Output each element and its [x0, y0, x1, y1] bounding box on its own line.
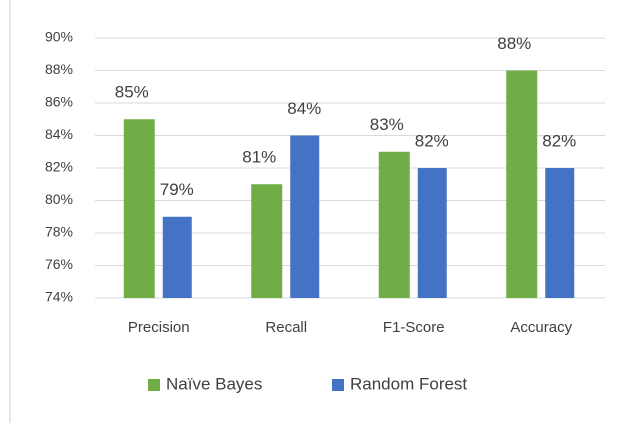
x-tick-label: F1-Score — [383, 319, 445, 336]
data-label: 81% — [242, 148, 276, 167]
y-tick-label: 82% — [45, 159, 73, 175]
data-label: 84% — [287, 99, 321, 118]
x-tick-label: Recall — [265, 319, 307, 336]
y-tick-label: 78% — [45, 224, 73, 240]
marks: Precision 85% 79% Recall 81% 84% F1-Score 83% 82… — [115, 34, 577, 336]
bar — [506, 70, 538, 298]
data-label: 85% — [115, 83, 149, 102]
legend-label: Naïve Bayes — [166, 374, 262, 393]
y-tick-label: 74% — [45, 289, 73, 305]
bar — [251, 184, 283, 298]
x-tick-label: Accuracy — [510, 319, 572, 336]
data-label: 82% — [542, 131, 576, 150]
legend-swatch — [148, 379, 160, 391]
y-tick-label: 84% — [45, 126, 73, 142]
legend-label: Random Forest — [350, 374, 467, 393]
bar — [290, 135, 320, 298]
data-label: 88% — [497, 34, 531, 53]
data-label: 83% — [370, 115, 404, 134]
y-tick-label: 90% — [45, 29, 73, 45]
bar — [123, 119, 155, 298]
bar — [378, 151, 410, 298]
bar — [417, 168, 447, 298]
y-tick-label: 88% — [45, 61, 73, 77]
bar — [162, 216, 192, 298]
data-label: 82% — [415, 131, 449, 150]
legend-swatch — [332, 379, 344, 391]
x-tick-label: Precision — [128, 319, 190, 336]
y-tick-label: 86% — [45, 94, 73, 110]
y-tick-label: 76% — [45, 256, 73, 272]
legend: Naïve Bayes Random Forest — [148, 374, 467, 393]
data-label: 79% — [160, 180, 194, 199]
y-tick-label: 80% — [45, 191, 73, 207]
bar — [545, 168, 575, 298]
